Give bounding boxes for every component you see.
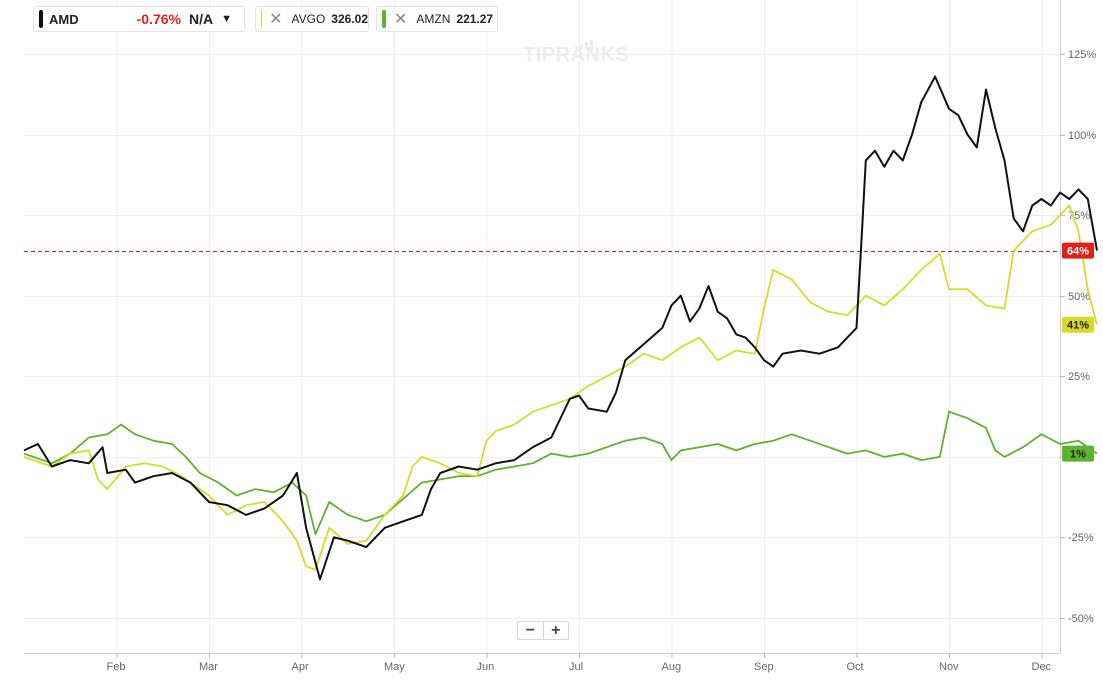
end-value-badge xyxy=(1062,445,1094,462)
compare-legend-avgo: ✕ AVGO 326.02 xyxy=(255,6,369,32)
y-tick-label: -50% xyxy=(1068,613,1094,625)
compare-legend-amzn: ✕ AMZN 221.27 xyxy=(376,6,498,32)
end-value-label: 64% xyxy=(1067,246,1089,258)
y-tick-label: 50% xyxy=(1068,291,1090,303)
primary-ticker-legend[interactable]: AMD -0.76% N/A ▼ xyxy=(33,6,245,32)
x-tick-label: Sep xyxy=(754,661,774,673)
x-tick-label: Feb xyxy=(107,661,126,673)
end-value-label: 1% xyxy=(1070,449,1086,461)
remove-avgo-close-icon[interactable]: ✕ xyxy=(269,11,283,28)
compare-price-amzn: 221.27 xyxy=(456,12,494,26)
tipranks-logo-icon xyxy=(575,40,595,50)
series-line-avgo xyxy=(23,204,1098,571)
series-line-amzn xyxy=(23,410,1098,536)
zoom-out-button[interactable]: − xyxy=(525,622,535,639)
x-tick-label: Apr xyxy=(292,661,309,673)
end-value-label: 41% xyxy=(1067,320,1089,332)
compare-price-avgo: 326.02 xyxy=(331,12,368,26)
y-tick-label: 125% xyxy=(1068,49,1096,61)
primary-price: N/A xyxy=(188,11,214,27)
amd-swatch xyxy=(39,10,43,28)
y-tick-label: -25% xyxy=(1068,532,1094,544)
tipranks-watermark: TIPRANKS xyxy=(523,44,630,66)
end-value-badge xyxy=(1062,242,1094,259)
x-tick-label: Nov xyxy=(939,661,959,673)
x-tick-label: Aug xyxy=(662,661,682,673)
amzn-swatch xyxy=(382,10,386,28)
zoom-controls: − + xyxy=(517,621,569,640)
primary-change: -0.76% xyxy=(136,11,181,27)
y-tick-label: 25% xyxy=(1068,371,1090,383)
x-tick-label: May xyxy=(384,661,405,673)
x-tick-label: Jul xyxy=(569,661,583,673)
x-tick-label: Oct xyxy=(847,661,864,673)
y-tick-label: 100% xyxy=(1068,130,1096,142)
remove-amzn-close-icon[interactable]: ✕ xyxy=(394,11,408,28)
x-tick-label: Jun xyxy=(477,661,495,673)
compare-symbol-avgo: AVGO xyxy=(291,12,326,26)
primary-symbol: AMD xyxy=(49,11,79,27)
series-line-amd xyxy=(23,75,1098,581)
x-tick-label: Mar xyxy=(199,661,218,673)
end-value-badge xyxy=(1062,316,1094,333)
zoom-in-button[interactable]: + xyxy=(542,622,569,639)
x-tick-label: Dec xyxy=(1032,661,1052,673)
chevron-down-icon[interactable]: ▼ xyxy=(221,13,232,25)
compare-symbol-amzn: AMZN xyxy=(416,12,451,26)
